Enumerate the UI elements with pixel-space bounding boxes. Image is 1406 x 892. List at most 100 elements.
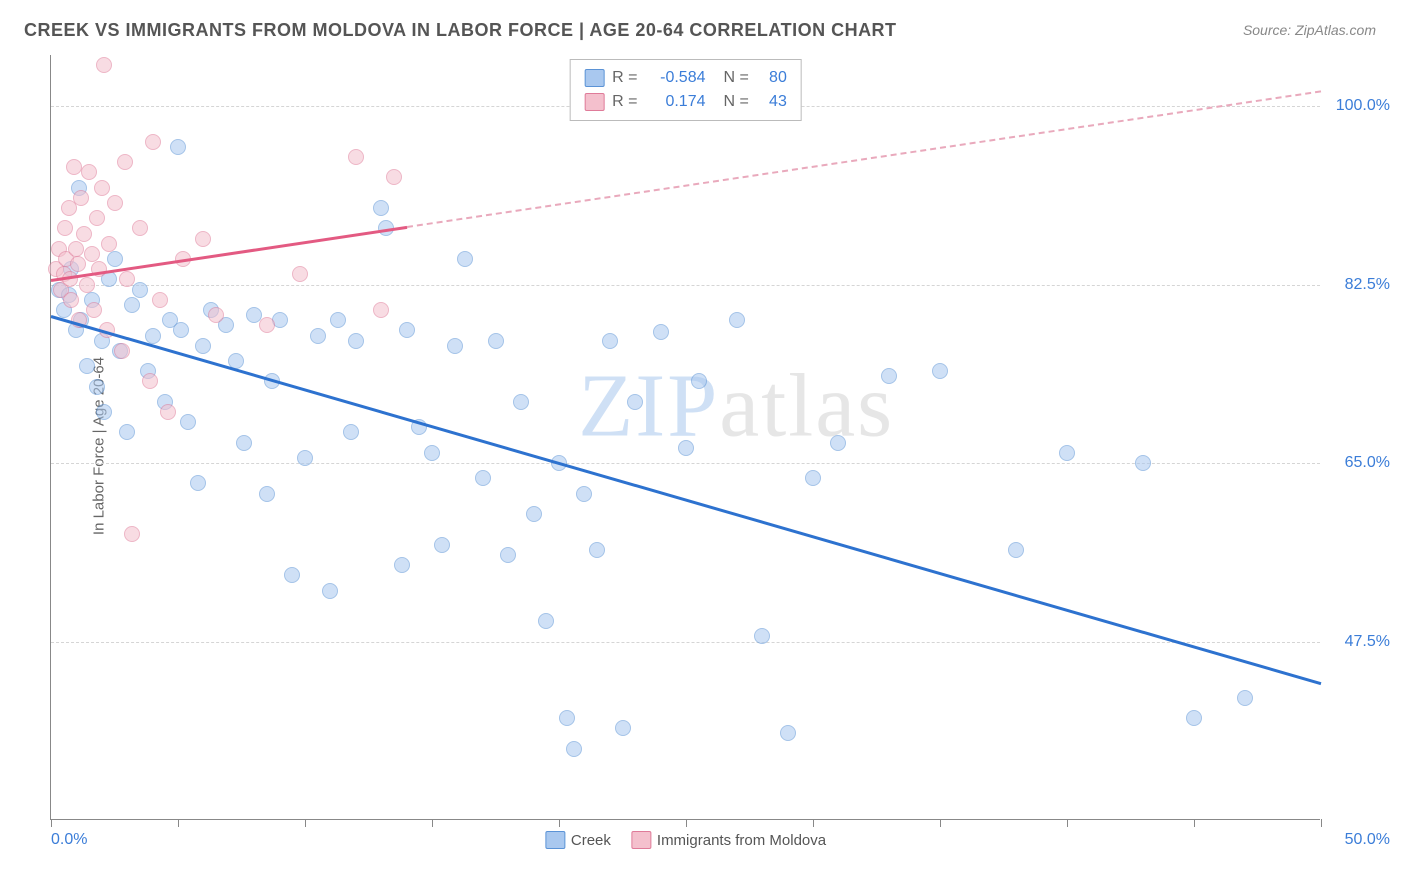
data-point: [500, 547, 516, 563]
data-point: [124, 297, 140, 313]
r-label: R =: [612, 66, 637, 90]
n-label: N =: [724, 90, 749, 114]
data-point: [678, 440, 694, 456]
data-point: [173, 322, 189, 338]
watermark-part-a: ZIP: [578, 357, 719, 456]
x-tick: [51, 819, 52, 827]
gridline: [51, 463, 1320, 464]
data-point: [124, 526, 140, 542]
trend-line: [51, 226, 407, 282]
data-point: [322, 583, 338, 599]
data-point: [653, 324, 669, 340]
data-point: [310, 328, 326, 344]
data-point: [63, 292, 79, 308]
data-point: [259, 486, 275, 502]
data-point: [145, 328, 161, 344]
data-point: [881, 368, 897, 384]
data-point: [1186, 710, 1202, 726]
watermark-part-b: atlas: [719, 357, 894, 456]
data-point: [1008, 542, 1024, 558]
data-point: [96, 57, 112, 73]
data-point: [79, 277, 95, 293]
data-point: [488, 333, 504, 349]
source-attribution: Source: ZipAtlas.com: [1243, 22, 1376, 38]
data-point: [399, 322, 415, 338]
data-point: [615, 720, 631, 736]
legend-swatch: [584, 69, 604, 87]
data-point: [559, 710, 575, 726]
legend-item: Creek: [545, 831, 611, 849]
correlation-row: R =0.174N =43: [584, 90, 787, 114]
data-point: [602, 333, 618, 349]
data-point: [805, 470, 821, 486]
data-point: [373, 200, 389, 216]
data-point: [1135, 455, 1151, 471]
n-label: N =: [724, 66, 749, 90]
correlation-legend: R =-0.584N =80R =0.174N =43: [569, 59, 802, 121]
data-point: [152, 292, 168, 308]
chart-title: CREEK VS IMMIGRANTS FROM MOLDOVA IN LABO…: [24, 20, 897, 41]
x-tick: [559, 819, 560, 827]
r-label: R =: [612, 90, 637, 114]
data-point: [330, 312, 346, 328]
data-point: [457, 251, 473, 267]
data-point: [691, 373, 707, 389]
data-point: [576, 486, 592, 502]
data-point: [1237, 690, 1253, 706]
data-point: [114, 343, 130, 359]
data-point: [107, 195, 123, 211]
legend-item: Immigrants from Moldova: [631, 831, 826, 849]
data-point: [119, 271, 135, 287]
data-point: [94, 180, 110, 196]
x-tick: [1321, 819, 1322, 827]
data-point: [208, 307, 224, 323]
data-point: [119, 424, 135, 440]
correlation-row: R =-0.584N =80: [584, 66, 787, 90]
data-point: [526, 506, 542, 522]
trend-line: [51, 315, 1322, 685]
data-point: [180, 414, 196, 430]
data-point: [66, 159, 82, 175]
data-point: [447, 338, 463, 354]
x-tick: [1067, 819, 1068, 827]
legend-swatch: [584, 93, 604, 111]
data-point: [373, 302, 389, 318]
x-tick: [178, 819, 179, 827]
legend-label: Creek: [571, 832, 611, 849]
data-point: [627, 394, 643, 410]
data-point: [142, 373, 158, 389]
data-point: [160, 404, 176, 420]
data-point: [932, 363, 948, 379]
data-point: [89, 379, 105, 395]
data-point: [57, 220, 73, 236]
data-point: [70, 256, 86, 272]
data-point: [89, 210, 105, 226]
x-tick: [432, 819, 433, 827]
y-tick-label: 47.5%: [1345, 633, 1390, 651]
watermark: ZIPatlas: [578, 355, 894, 458]
data-point: [101, 236, 117, 252]
data-point: [348, 149, 364, 165]
data-point: [729, 312, 745, 328]
data-point: [394, 557, 410, 573]
data-point: [132, 282, 148, 298]
data-point: [259, 317, 275, 333]
data-point: [195, 338, 211, 354]
data-point: [84, 246, 100, 262]
gridline: [51, 285, 1320, 286]
data-point: [780, 725, 796, 741]
r-value: 0.174: [646, 90, 706, 114]
y-tick-label: 65.0%: [1345, 454, 1390, 472]
legend-swatch: [545, 831, 565, 849]
data-point: [297, 450, 313, 466]
y-tick-label: 82.5%: [1345, 276, 1390, 294]
plot-area: ZIPatlas R =-0.584N =80R =0.174N =43 0.0…: [50, 55, 1320, 820]
data-point: [81, 164, 97, 180]
x-axis-min-label: 0.0%: [51, 831, 87, 849]
x-tick: [686, 819, 687, 827]
data-point: [475, 470, 491, 486]
data-point: [513, 394, 529, 410]
x-tick: [305, 819, 306, 827]
data-point: [73, 190, 89, 206]
data-point: [424, 445, 440, 461]
